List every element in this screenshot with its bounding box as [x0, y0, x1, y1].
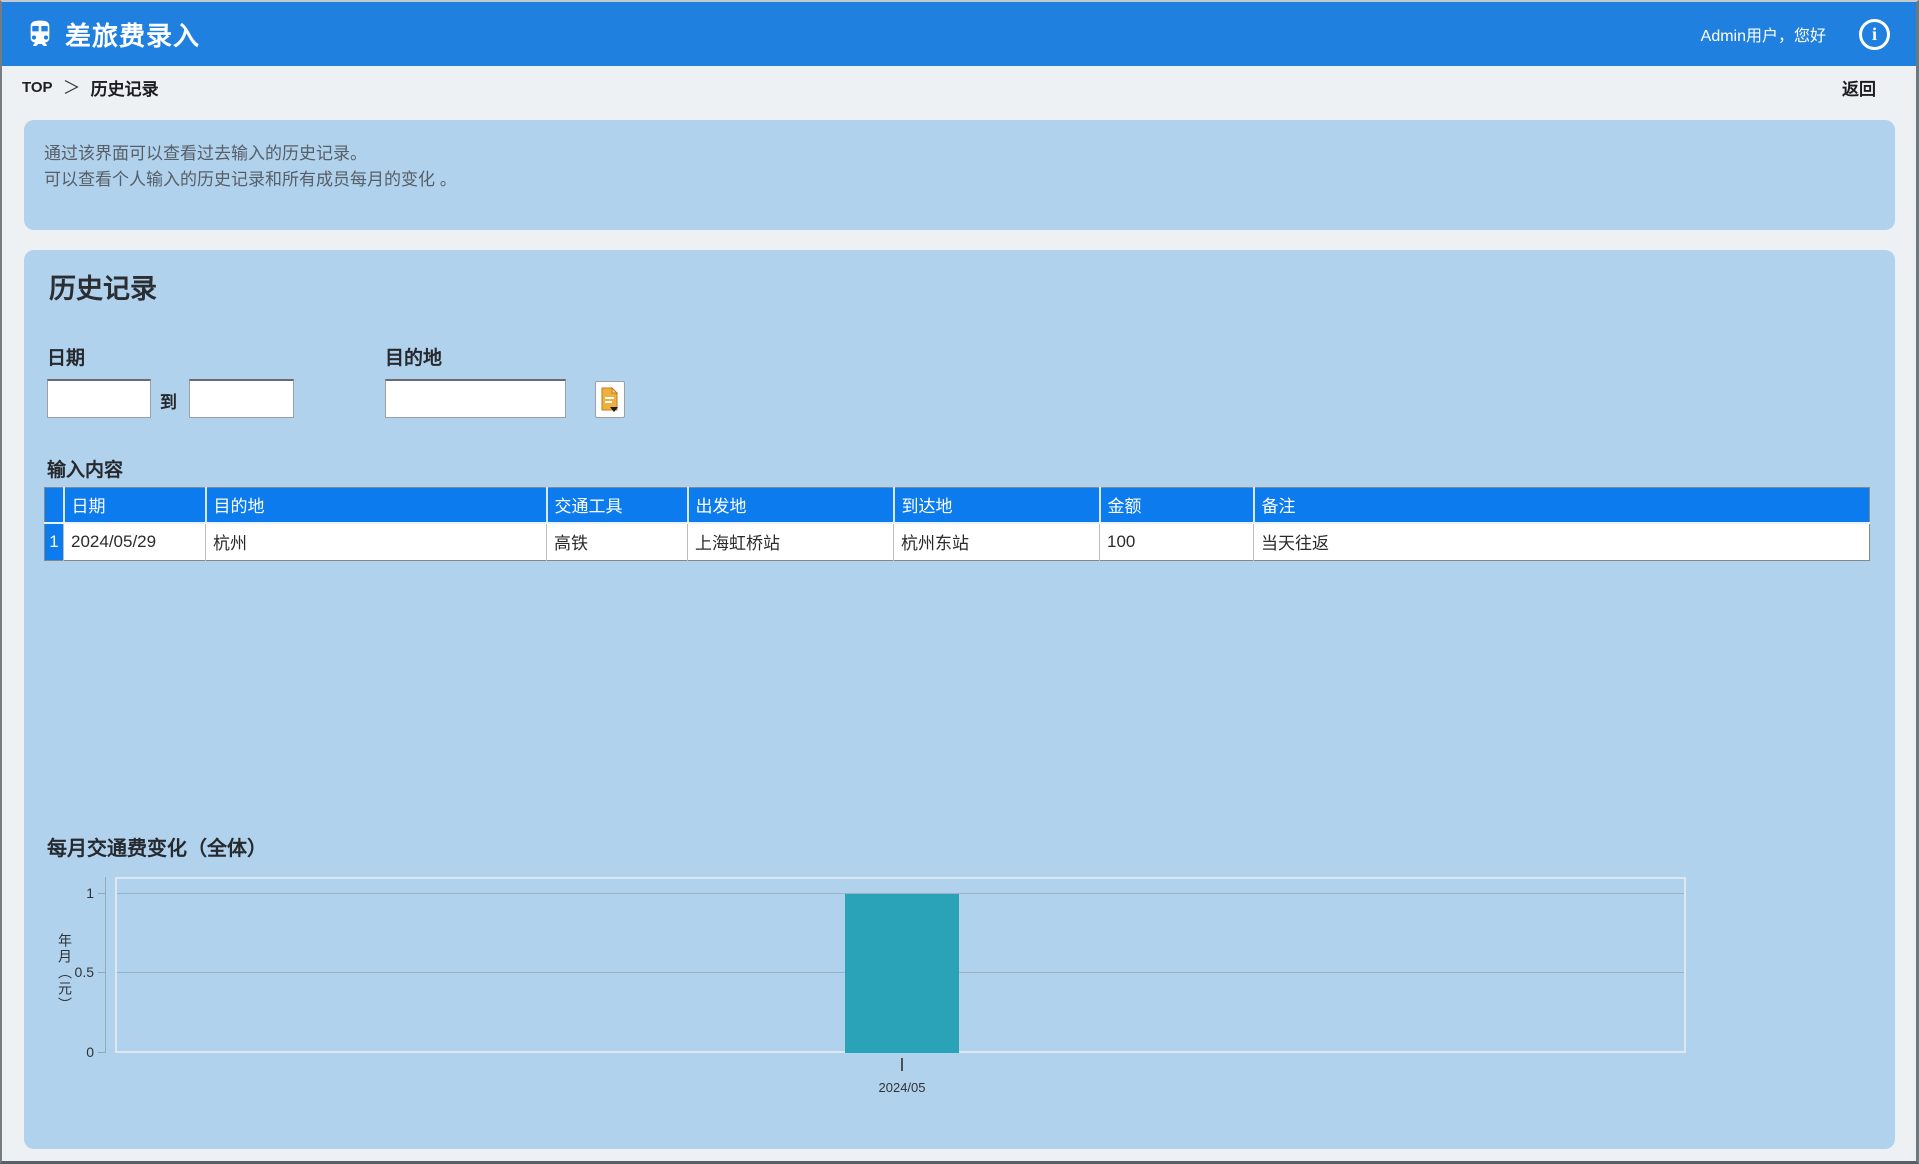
col-date: 日期 [62, 487, 206, 524]
y-axis-line [105, 877, 106, 1053]
breadcrumb-top-link[interactable]: TOP [22, 78, 53, 96]
date-label: 日期 [47, 348, 86, 369]
y-axis-title: 年月（元） [57, 933, 73, 1013]
history-table: 日期 目的地 交通工具 出发地 到达地 金额 备注 1 2024/05/29 杭… [44, 487, 1870, 561]
row-index: 1 [44, 522, 64, 561]
cell-transport: 高铁 [546, 522, 688, 561]
cell-arrival: 杭州东站 [893, 522, 1100, 561]
user-greeting: Admin用户，您好 [1700, 28, 1826, 45]
cell-departure: 上海虹桥站 [687, 522, 894, 561]
cell-note: 当天往返 [1253, 522, 1870, 561]
col-note: 备注 [1252, 487, 1870, 524]
chart-title: 每月交通费变化（全体） [47, 838, 267, 860]
date-from-input[interactable] [47, 379, 151, 418]
train-icon [24, 18, 56, 50]
y-tick [98, 893, 106, 894]
cell-date: 2024/05/29 [63, 522, 206, 561]
breadcrumb-separator: ＞ [62, 78, 81, 98]
col-amount: 金额 [1098, 487, 1254, 524]
destination-input[interactable] [385, 379, 566, 418]
cell-amount: 100 [1099, 522, 1254, 561]
col-index [44, 487, 64, 524]
panel-title: 历史记录 [49, 274, 157, 304]
x-tick-label: 2024/05 [878, 1080, 926, 1095]
page-title: 差旅费录入 [65, 20, 201, 51]
y-tick [98, 972, 106, 973]
table-row[interactable]: 1 2024/05/29 杭州 高铁 上海虹桥站 杭州东站 100 当天往返 [44, 522, 1870, 561]
x-tick [901, 1058, 903, 1071]
col-destination: 目的地 [204, 487, 547, 524]
col-arrival: 到达地 [892, 487, 1100, 524]
document-picker-icon [600, 386, 620, 413]
history-panel: 历史记录 日期 目的地 到 输入内容 [24, 250, 1895, 1149]
destination-label: 目的地 [385, 348, 443, 369]
info-icon[interactable]: i [1859, 18, 1890, 50]
table-header-row: 日期 目的地 交通工具 出发地 到达地 金额 备注 [44, 487, 1870, 524]
col-transport: 交通工具 [545, 487, 688, 524]
date-range-separator: 到 [160, 393, 177, 412]
y-tick-label: 0.5 [74, 964, 94, 980]
chart-bar [845, 894, 959, 1053]
y-tick-label: 0 [86, 1044, 94, 1060]
cell-destination: 杭州 [205, 522, 547, 561]
table-caption: 输入内容 [47, 460, 124, 481]
breadcrumb-current: 历史记录 [90, 79, 159, 99]
description-line: 通过该界面可以查看过去输入的历史记录。 [44, 144, 367, 163]
y-tick [98, 1052, 106, 1053]
gridline-1 [117, 893, 1684, 894]
back-button[interactable]: 返回 [1842, 79, 1876, 99]
description-line: 可以查看个人输入的历史记录和所有成员每月的变化 。 [44, 170, 457, 189]
description-box: 通过该界面可以查看过去输入的历史记录。 可以查看个人输入的历史记录和所有成员每月… [24, 120, 1895, 230]
app-header: 差旅费录入 Admin用户，您好 i [2, 2, 1916, 66]
col-departure: 出发地 [686, 487, 894, 524]
destination-picker-button[interactable] [595, 381, 625, 418]
breadcrumb: TOP ＞ 历史记录 返回 [2, 66, 1916, 108]
date-to-input[interactable] [189, 379, 294, 418]
y-tick-label: 1 [86, 885, 94, 901]
